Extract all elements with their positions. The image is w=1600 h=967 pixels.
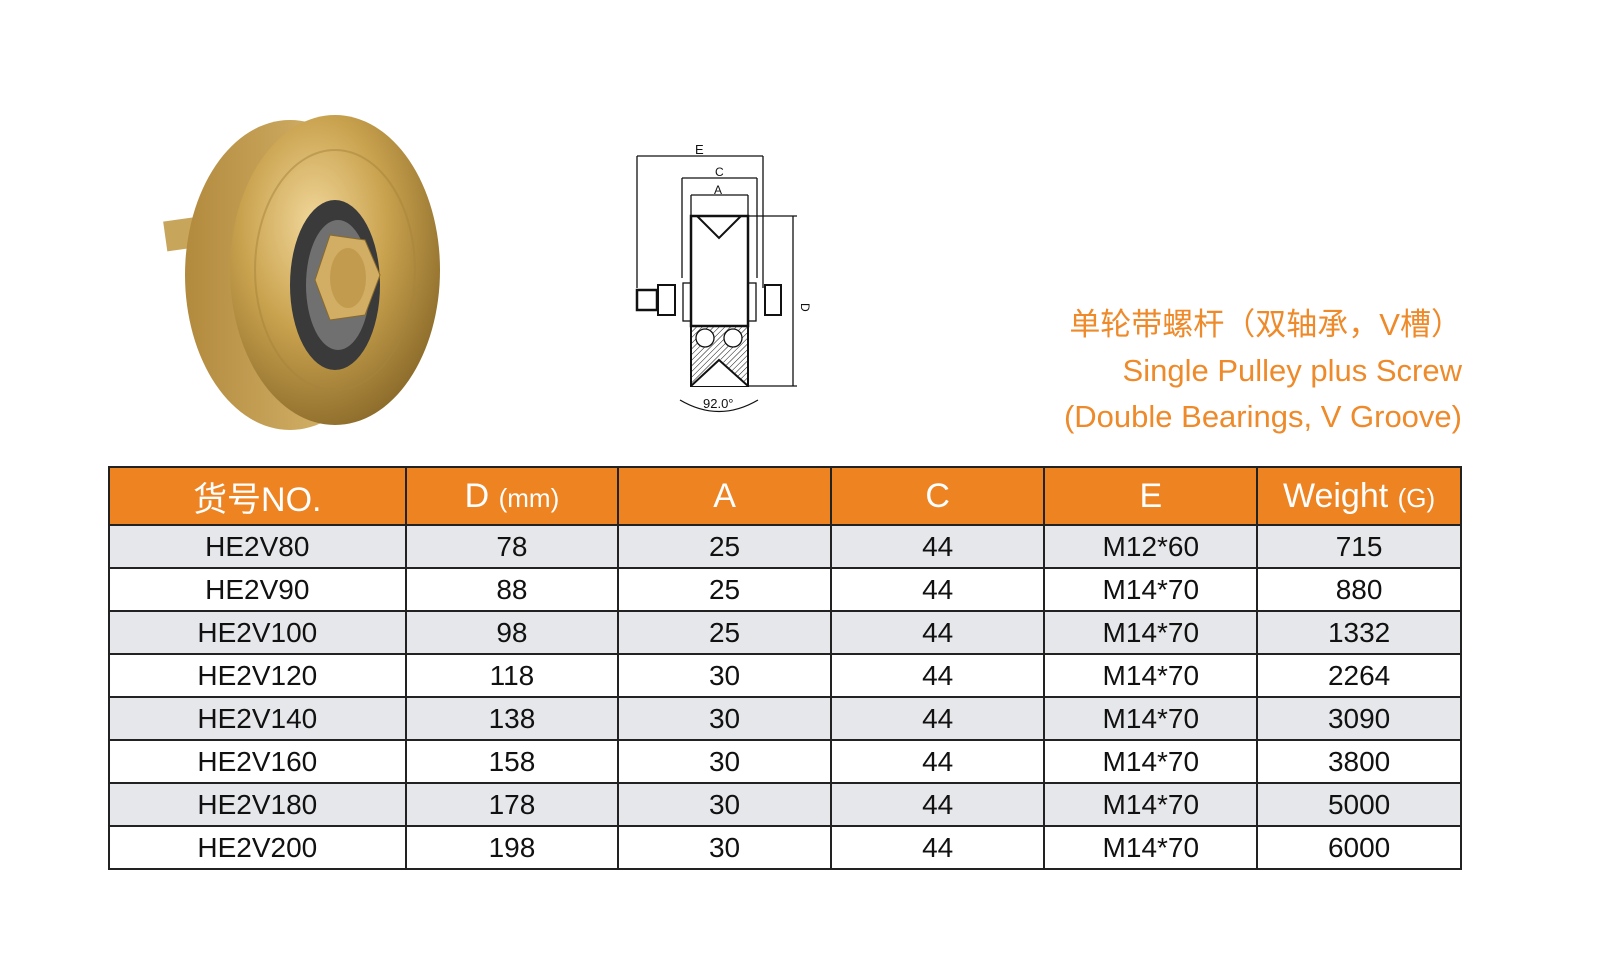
table-cell: 88 [404, 567, 620, 612]
column-header: A [617, 466, 832, 526]
table-cell: 30 [617, 825, 832, 870]
table-cell: HE2V80 [108, 524, 407, 569]
table-cell: 44 [829, 524, 1046, 569]
dim-d-label: D [798, 303, 812, 312]
column-label: E [1139, 476, 1163, 515]
column-header: D (mm) [404, 466, 620, 526]
table-cell: 3090 [1256, 696, 1462, 741]
pulley-photo [150, 100, 450, 440]
table-row: HE2V100 98 25 44 M14*70 1332 [108, 610, 1462, 655]
table-cell: M14*70 [1043, 782, 1259, 827]
table-cell: HE2V180 [108, 782, 407, 827]
pulley-diagram: E C A D 92.0° [625, 138, 825, 423]
table-row: HE2V180 178 30 44 M14*70 5000 [108, 782, 1462, 827]
column-label: D [464, 476, 499, 515]
table-cell: M14*70 [1043, 696, 1259, 741]
table-cell: 44 [829, 610, 1046, 655]
table-cell: M14*70 [1043, 567, 1259, 612]
table-cell: 715 [1256, 524, 1462, 569]
table-cell: 25 [617, 610, 832, 655]
table-cell: 30 [617, 696, 832, 741]
table-cell: 2264 [1256, 653, 1462, 698]
table-cell: HE2V100 [108, 610, 407, 655]
table-cell: 158 [404, 739, 620, 784]
dim-e-label: E [695, 142, 704, 157]
table-cell: 25 [617, 567, 832, 612]
table-header-row: 货号NO. D (mm) A C E Weight (G) [108, 466, 1462, 526]
table-row: HE2V160 158 30 44 M14*70 3800 [108, 739, 1462, 784]
table-cell: 3800 [1256, 739, 1462, 784]
table-cell: 118 [404, 653, 620, 698]
column-header: Weight (G) [1256, 466, 1462, 526]
column-label: Weight [1282, 476, 1398, 515]
table-cell: 178 [404, 782, 620, 827]
table-cell: M14*70 [1043, 653, 1259, 698]
table-cell: 78 [404, 524, 620, 569]
angle-label: 92.0° [703, 396, 734, 411]
column-label: A [713, 476, 736, 515]
dim-c-label: C [715, 165, 724, 179]
column-unit: (mm) [498, 482, 560, 513]
column-label: 货号NO. [193, 480, 322, 519]
table-cell: 6000 [1256, 825, 1462, 870]
table-row: HE2V120 118 30 44 M14*70 2264 [108, 653, 1462, 698]
table-cell: 1332 [1256, 610, 1462, 655]
table-cell: 44 [829, 567, 1046, 612]
table-cell: 44 [829, 653, 1046, 698]
table-cell: M12*60 [1043, 524, 1259, 569]
column-header: 货号NO. [108, 466, 407, 526]
table-cell: 44 [829, 782, 1046, 827]
product-title: 单轮带螺杆（双轴承，V槽） Single Pulley plus Screw (… [1064, 302, 1462, 440]
table-cell: HE2V160 [108, 739, 407, 784]
title-english-2: (Double Bearings, V Groove) [1063, 399, 1462, 434]
table-row: HE2V90 88 25 44 M14*70 880 [108, 567, 1462, 612]
table-row: HE2V140 138 30 44 M14*70 3090 [108, 696, 1462, 741]
table-cell: 25 [617, 524, 832, 569]
title-english-1: Single Pulley plus Screw [1122, 353, 1462, 388]
table-cell: 5000 [1256, 782, 1462, 827]
table-cell: 44 [829, 739, 1046, 784]
table-cell: M14*70 [1043, 739, 1259, 784]
column-header: E [1043, 466, 1259, 526]
table-row: HE2V200 198 30 44 M14*70 6000 [108, 825, 1462, 870]
table-cell: 98 [404, 610, 620, 655]
column-header: C [829, 466, 1046, 526]
title-chinese: 单轮带螺杆（双轴承，V槽） [1069, 307, 1462, 342]
table-cell: 44 [829, 696, 1046, 741]
table-cell: M14*70 [1043, 825, 1259, 870]
table-cell: M14*70 [1043, 610, 1259, 655]
table-cell: 30 [617, 739, 832, 784]
table-cell: 880 [1256, 567, 1462, 612]
table-cell: 44 [829, 825, 1046, 870]
table-cell: 30 [617, 653, 832, 698]
spec-table: 货号NO. D (mm) A C E Weight (G) HE2V80 78 25 44 M12… [108, 466, 1462, 870]
table-cell: HE2V140 [108, 696, 407, 741]
table-cell: HE2V200 [108, 825, 407, 870]
table-row: HE2V80 78 25 44 M12*60 715 [108, 524, 1462, 569]
table-cell: 30 [617, 782, 832, 827]
dim-a-label: A [714, 183, 722, 197]
table-cell: HE2V120 [108, 653, 407, 698]
table-cell: HE2V90 [108, 567, 407, 612]
column-unit: (G) [1397, 482, 1436, 513]
table-cell: 198 [404, 825, 620, 870]
table-cell: 138 [404, 696, 620, 741]
column-label: C [925, 476, 950, 515]
